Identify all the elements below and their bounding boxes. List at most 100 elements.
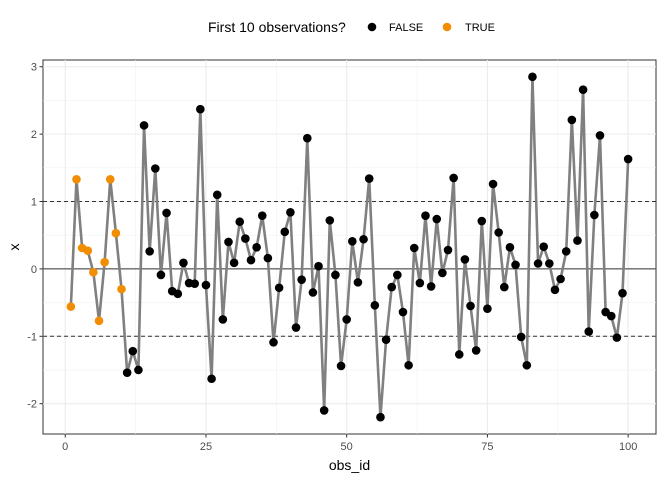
- data-point-false: [573, 236, 582, 245]
- data-point-false: [488, 179, 498, 189]
- data-point-false: [449, 173, 458, 183]
- data-point-false: [235, 217, 245, 227]
- data-point-false: [291, 323, 301, 332]
- data-point-false: [353, 278, 363, 287]
- data-point-false: [145, 247, 154, 256]
- data-point-true: [111, 228, 121, 238]
- legend-title: First 10 observations?: [208, 19, 346, 35]
- data-point-false: [280, 227, 290, 237]
- y-tick-label: 3: [31, 62, 37, 74]
- data-point-false: [331, 270, 340, 280]
- data-point-false: [190, 279, 200, 289]
- data-point-false: [229, 258, 239, 268]
- data-point-false: [196, 104, 205, 114]
- data-point-false: [274, 283, 284, 293]
- data-point-false: [511, 260, 520, 270]
- data-point-true: [66, 302, 76, 311]
- x-axis-title: obs_id: [329, 457, 370, 473]
- x-tick-label: 100: [619, 441, 637, 453]
- data-point-false: [224, 237, 233, 247]
- data-point-false: [426, 282, 436, 291]
- data-point-false: [454, 350, 464, 359]
- data-point-false: [156, 270, 166, 280]
- data-point-false: [302, 133, 312, 143]
- data-point-false: [528, 72, 537, 82]
- data-point-true: [100, 257, 109, 267]
- data-point-false: [499, 282, 509, 292]
- series-line: [69, 75, 630, 419]
- data-point-false: [612, 333, 622, 342]
- data-point-false: [443, 245, 453, 255]
- legend-true-marker: [442, 22, 452, 32]
- data-point-true: [105, 174, 115, 184]
- data-point-false: [409, 243, 419, 253]
- data-point-false: [370, 300, 380, 310]
- plot-panel: [42, 59, 657, 435]
- data-point-true: [94, 316, 104, 326]
- data-point-true: [72, 174, 81, 184]
- data-point-false: [122, 368, 132, 377]
- data-point-false: [297, 275, 306, 284]
- y-tick-label: 0: [31, 264, 37, 276]
- data-point-false: [201, 280, 211, 290]
- y-axis-title: x: [6, 244, 22, 251]
- y-tick-label: -1: [27, 331, 37, 343]
- data-point-false: [207, 374, 216, 384]
- data-point-false: [218, 315, 228, 324]
- data-point-false: [150, 164, 160, 173]
- data-point-false: [364, 174, 374, 183]
- data-point-false: [319, 406, 329, 415]
- data-point-false: [561, 247, 571, 256]
- data-point-false: [376, 412, 385, 422]
- data-point-false: [590, 210, 599, 220]
- x-tick-label: 25: [200, 441, 212, 453]
- data-point-false: [483, 304, 492, 313]
- data-point-false: [381, 335, 391, 344]
- y-tick-label: 2: [31, 129, 37, 141]
- data-point-false: [179, 258, 188, 268]
- data-point-false: [263, 253, 273, 263]
- data-point-false: [466, 301, 475, 311]
- data-point-false: [128, 346, 138, 356]
- data-point-false: [252, 243, 261, 252]
- data-point-false: [348, 236, 357, 246]
- data-point-false: [308, 288, 318, 297]
- data-point-false: [134, 365, 143, 375]
- legend-true-label: TRUE: [465, 22, 495, 34]
- data-point-false: [212, 190, 222, 200]
- data-point-false: [578, 85, 588, 94]
- data-point-false: [257, 211, 267, 220]
- data-point-false: [139, 121, 149, 130]
- data-point-false: [545, 259, 554, 268]
- data-point-false: [286, 207, 295, 217]
- data-point-false: [314, 261, 323, 271]
- data-point-false: [415, 278, 425, 288]
- data-point-false: [162, 208, 171, 218]
- minor-grid: [43, 60, 656, 434]
- data-point-false: [606, 311, 616, 321]
- data-point-false: [595, 131, 605, 140]
- data-point-false: [494, 228, 503, 237]
- data-points: [66, 72, 633, 422]
- data-point-false: [398, 307, 408, 317]
- y-tick-label: -2: [27, 399, 37, 411]
- data-point-false: [471, 346, 481, 355]
- data-point-false: [241, 234, 250, 243]
- data-point-false: [550, 285, 560, 295]
- data-point-false: [173, 289, 183, 299]
- data-point-false: [342, 315, 351, 324]
- x-tick-label: 75: [481, 441, 493, 453]
- legend-false-marker: [367, 22, 377, 32]
- y-tick-label: 1: [31, 197, 37, 209]
- data-point-false: [404, 360, 413, 370]
- data-point-false: [325, 216, 335, 225]
- data-point-false: [618, 288, 627, 298]
- data-point-false: [533, 259, 543, 268]
- data-point-false: [387, 282, 397, 292]
- data-point-false: [393, 270, 402, 280]
- data-point-false: [505, 243, 515, 252]
- series-polyline: [69, 75, 630, 419]
- data-point-true: [89, 267, 98, 277]
- data-point-false: [460, 255, 470, 264]
